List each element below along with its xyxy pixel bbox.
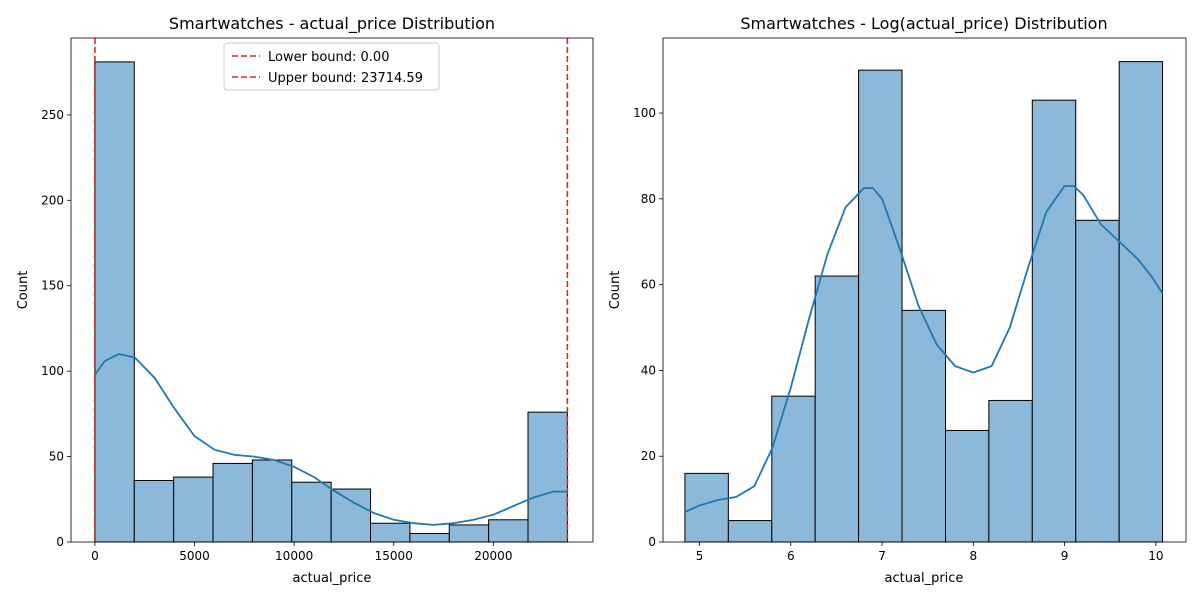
y-tick-label: 150 xyxy=(41,279,64,293)
histogram-bar xyxy=(814,275,860,543)
y-tick-label: 60 xyxy=(641,278,656,292)
plot-frame xyxy=(662,37,1187,543)
reference-lines-layer xyxy=(94,38,569,542)
histogram-bar xyxy=(771,395,816,543)
bars-layer xyxy=(94,61,568,543)
bars-layer xyxy=(684,61,1164,543)
y-tick-label: 0 xyxy=(648,535,656,549)
histogram-bar xyxy=(1031,99,1077,543)
histogram-bar xyxy=(858,69,903,543)
x-tick-label: 7 xyxy=(878,549,886,563)
histogram-bar xyxy=(409,532,450,543)
y-axis-label: Count xyxy=(608,271,623,310)
chart-title: Smartwatches - Log(actual_price) Distrib… xyxy=(740,14,1107,34)
kde-layer xyxy=(684,185,1164,513)
histogram-bar xyxy=(1118,61,1164,543)
histogram-bar xyxy=(1075,219,1120,543)
histogram-bar xyxy=(527,411,568,543)
histogram-bar xyxy=(173,476,214,543)
kde-layer xyxy=(94,353,568,526)
x-tick-label: 5 xyxy=(696,549,704,563)
x-axis: 5 6 7 8 9 10 xyxy=(696,542,1164,563)
histogram-bar xyxy=(684,472,729,543)
histogram-bar xyxy=(251,459,293,543)
histogram-bar xyxy=(370,522,411,543)
plot-frame xyxy=(70,37,594,543)
kde-line xyxy=(94,353,568,526)
legend: Lower bound: 0.00 Upper bound: 23714.59 xyxy=(223,42,440,91)
y-axis: 0 20 40 60 80 100 xyxy=(633,106,663,549)
legend-box xyxy=(223,42,440,91)
x-tick-label: 5000 xyxy=(179,549,210,563)
x-tick-label: 10 xyxy=(1148,549,1163,563)
x-axis-label: actual_price xyxy=(293,571,372,586)
x-tick-label: 15000 xyxy=(375,549,413,563)
y-tick-label: 20 xyxy=(641,449,656,463)
y-tick-label: 0 xyxy=(56,535,64,549)
x-tick-label: 6 xyxy=(787,549,795,563)
y-axis-label: Count xyxy=(16,271,31,310)
y-tick-label: 50 xyxy=(49,450,64,464)
y-tick-label: 250 xyxy=(41,108,64,122)
kde-line xyxy=(684,185,1164,513)
x-tick-label: 0 xyxy=(91,549,99,563)
x-axis: 0 5000 10000 15000 20000 xyxy=(91,542,512,563)
legend-label-lower: Lower bound: 0.00 xyxy=(268,50,389,65)
histogram-bar xyxy=(944,429,990,543)
chart-title: Smartwatches - actual_price Distribution xyxy=(169,14,495,34)
histogram-bar xyxy=(727,520,773,543)
histogram-bar xyxy=(330,488,372,543)
x-tick-label: 20000 xyxy=(474,549,512,563)
y-tick-label: 40 xyxy=(641,363,656,377)
histogram-bar xyxy=(901,309,946,543)
x-tick-label: 9 xyxy=(1061,549,1069,563)
histogram-bar xyxy=(448,524,490,543)
y-tick-label: 100 xyxy=(41,364,64,378)
histogram-bar xyxy=(291,481,332,543)
legend-label-upper: Upper bound: 23714.59 xyxy=(268,71,423,86)
histogram-bar xyxy=(988,399,1033,543)
chart-log-price-distribution: 5 6 7 8 9 10 0 20 40 60 80 100 Smartwatches - Log(… xyxy=(608,14,1187,586)
y-tick-label: 100 xyxy=(633,106,656,120)
x-tick-label: 10000 xyxy=(275,549,313,563)
y-axis: 0 50 100 150 200 250 xyxy=(41,108,71,549)
histogram-bar xyxy=(212,462,253,543)
histogram-bar xyxy=(488,519,529,543)
histogram-bar xyxy=(94,61,135,543)
y-tick-label: 80 xyxy=(641,192,656,206)
y-tick-label: 200 xyxy=(41,193,64,207)
x-axis-label: actual_price xyxy=(885,571,964,586)
histogram-bar xyxy=(133,479,175,543)
x-tick-label: 8 xyxy=(970,549,978,563)
chart-price-distribution: 0 5000 10000 15000 20000 0 50 100 150 200 250 Sma… xyxy=(16,14,594,586)
